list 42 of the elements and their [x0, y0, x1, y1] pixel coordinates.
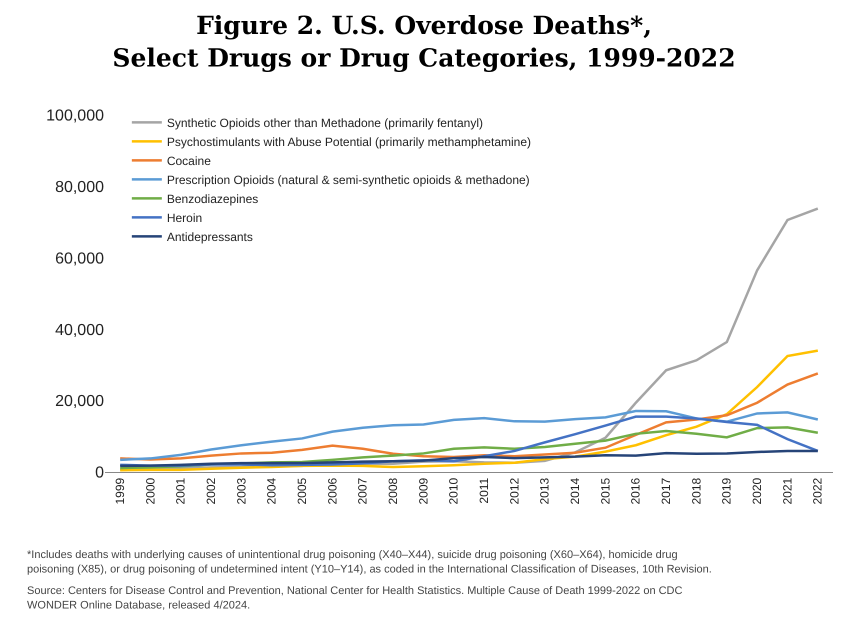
y-tick-label: 0: [95, 464, 104, 482]
x-tick-label: 2013: [538, 477, 552, 505]
x-tick-label: 2015: [598, 477, 612, 505]
y-tick-label: 100,000: [46, 108, 104, 125]
x-tick-label: 2001: [174, 477, 188, 505]
y-tick-label: 40,000: [55, 322, 104, 339]
x-tick-label: 1999: [113, 477, 128, 505]
legend-label: Synthetic Opioids other than Methadone (primarily fentanyl): [166, 116, 484, 130]
x-tick-label: 2016: [628, 477, 643, 505]
x-tick-label: 2011: [477, 477, 492, 504]
legend-label: Psychostimulants with Abuse Potential (primarily methamphetamine): [166, 135, 531, 150]
x-tick-label: 2017: [659, 477, 674, 505]
y-tick-label: 20,000: [55, 393, 104, 410]
x-tick-label: 2008: [386, 477, 400, 505]
x-tick-label: 2020: [750, 477, 764, 505]
x-tick-label: 2007: [356, 477, 370, 505]
x-tick-label: 2014: [568, 477, 582, 505]
legend-label: Benzodiazepines: [166, 192, 258, 206]
x-tick-label: 2000: [143, 477, 158, 505]
source-note: Source: Centers for Disease Control and Prevention, National Center for Health Statistics. Multiple Cause of Death 1999-2022 on CDC WONDER Online Database, released 4/2024.: [27, 585, 682, 612]
legend-label: Cocaine: [166, 154, 212, 168]
chart-title: Figure 2. U.S. Overdose Deaths*, Select Drugs or Drug Categories, 1999-2022: [112, 11, 736, 73]
x-tick-label: 2021: [780, 477, 794, 505]
legend-label: Heroin: [166, 211, 202, 226]
x-tick-label: 2022: [810, 477, 825, 505]
legend-label: Prescription Opioids (natural & semi-synthetic opioids & methadone): [166, 173, 530, 188]
x-tick-label: 2010: [446, 477, 461, 505]
x-tick-label: 2012: [507, 477, 522, 505]
y-tick-label: 80,000: [55, 179, 104, 196]
line-series: [118, 450, 820, 468]
line-series: [118, 410, 820, 462]
x-tick-label: 2019: [720, 477, 734, 505]
legend-label: Antidepressants: [166, 230, 253, 244]
x-tick-label: 2009: [416, 477, 430, 505]
x-tick-label: 2018: [689, 477, 704, 505]
x-tick-label: 2002: [204, 477, 218, 505]
text: *Includes deaths with underlying causes of unintentional drug poisoning (X40–X44), suicide drug poisoning (X60–X64), homicide drug poisoning (X85), or drug poisoning of undetermined intent (Y10–Y14), as coded in the International Classification of Diseases, 10th Revision.: [27, 549, 712, 576]
x-tick-label: 2005: [295, 477, 310, 505]
x-tick-label: 2006: [325, 477, 340, 505]
x-tick-label: 2003: [234, 477, 248, 505]
y-tick-label: 60,000: [55, 250, 104, 268]
x-tick-label: 2004: [264, 477, 279, 505]
